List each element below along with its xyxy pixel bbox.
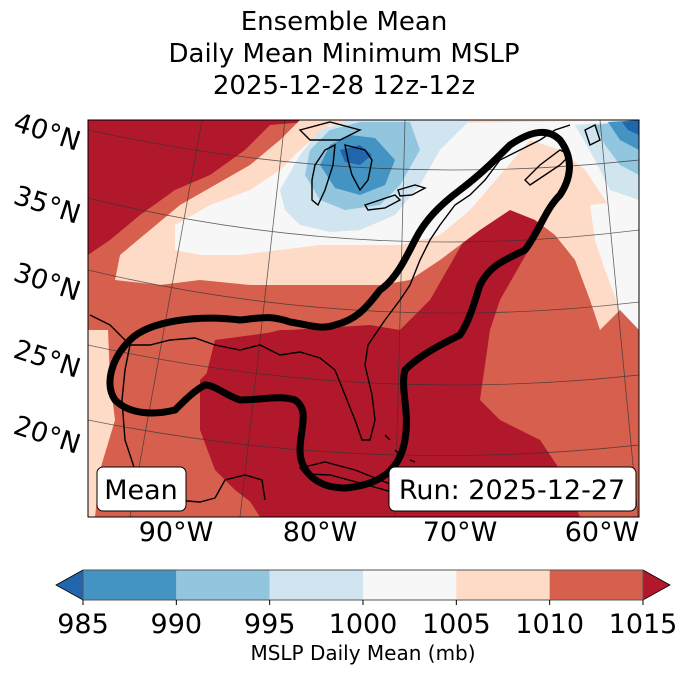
title-line-2: Daily Mean Minimum MSLP <box>168 39 520 69</box>
colorbar-tick-label: 1010 <box>515 609 584 640</box>
parallel-20N <box>88 419 639 456</box>
colorbar-segment-985-990 <box>83 570 177 600</box>
mean-annotation-text: Mean <box>104 475 178 506</box>
lake-ontario <box>397 184 427 197</box>
field-985-990 <box>320 135 395 195</box>
colorbar-extend-over <box>642 569 671 601</box>
map-field <box>88 120 639 517</box>
lat-label-35: 35°N <box>10 180 84 231</box>
title-line-3: 2025-12-28 12z-12z <box>212 71 476 101</box>
map-frame <box>87 119 640 518</box>
lake-huron <box>344 144 373 192</box>
lake-superior <box>298 121 362 141</box>
lat-label-40: 40°N <box>10 107 84 158</box>
lat-label-20: 20°N <box>10 410 84 461</box>
colorbar-tick-label: 1000 <box>329 609 398 640</box>
colorbar-tick-label: 995 <box>244 609 296 640</box>
title-line-1: Ensemble Mean <box>240 7 448 37</box>
parallel-35N <box>88 197 639 243</box>
yucatan-coast <box>214 474 266 501</box>
lat-label-30: 30°N <box>10 257 84 308</box>
colorbar-segment-995-1000 <box>269 570 363 600</box>
lon-label-90w: 90°W <box>139 517 214 548</box>
lake-michigan <box>311 143 336 207</box>
newfoundland <box>584 124 601 146</box>
field-1000-1005-east <box>590 200 639 330</box>
parallel-40N <box>88 129 639 171</box>
colorbar-extend-under <box>55 569 84 601</box>
run-annotation-text: Run: 2025-12-27 <box>399 475 625 506</box>
lat-label-25: 25°N <box>10 334 84 385</box>
colorbar-tick-label: 985 <box>57 609 109 640</box>
meridian-60W <box>599 120 639 517</box>
colorbar-segment-1010-1015 <box>549 570 643 600</box>
lon-label-80w: 80°W <box>283 517 358 548</box>
parallel-25N <box>88 344 639 386</box>
colorbar-label: MSLP Daily Mean (mb) <box>250 641 475 665</box>
colorbar-tick-label: 1015 <box>609 609 678 640</box>
lat-labels: 40°N 35°N 30°N 25°N 20°N <box>10 107 84 461</box>
lon-labels: 90°W 80°W 70°W 60°W <box>139 517 640 548</box>
colorbar-tick-label: 1005 <box>422 609 491 640</box>
field-under-985-ne <box>622 120 639 135</box>
graticule <box>88 120 639 517</box>
colorbar: 985 990 995 1000 1005 1010 1015 <box>55 569 678 640</box>
colorbar-segment-990-995 <box>176 570 270 600</box>
contour-line <box>106 128 573 492</box>
meridian-90W <box>129 120 203 517</box>
colorbar-tick-label: 990 <box>151 609 203 640</box>
lake-erie <box>363 194 402 211</box>
lon-label-70w: 70°W <box>423 517 498 548</box>
gulf-coast <box>89 124 571 441</box>
colorbar-segment-1000-1005 <box>363 570 457 600</box>
colorbar-segment-1005-1010 <box>456 570 550 600</box>
mean-annotation: Mean <box>96 466 187 512</box>
lon-label-60w: 60°W <box>565 517 640 548</box>
run-annotation: Run: 2025-12-27 <box>388 466 637 512</box>
